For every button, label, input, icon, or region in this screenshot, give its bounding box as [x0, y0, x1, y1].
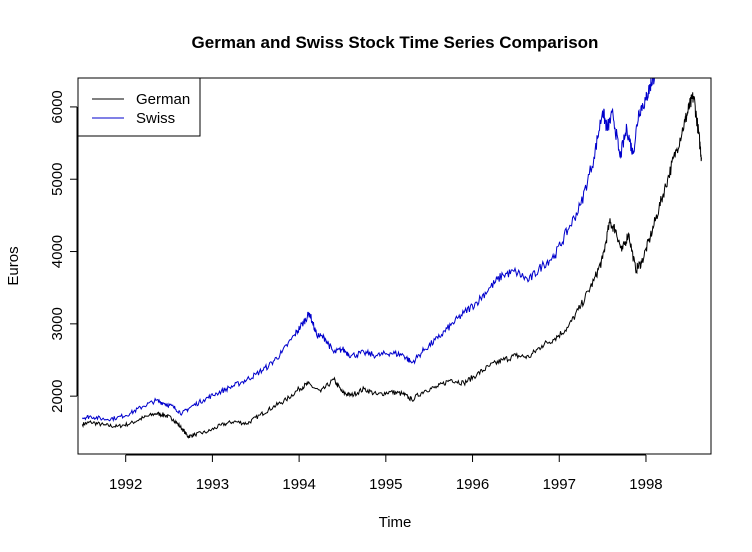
- x-axis-label: Time: [379, 514, 412, 531]
- x-tick-label: 1992: [109, 476, 142, 493]
- legend-label-german: German: [136, 91, 190, 108]
- series-line-german: [81, 92, 702, 439]
- series-layer: [81, 78, 702, 439]
- y-tick-label: 5000: [49, 163, 66, 196]
- legend-label-swiss: Swiss: [136, 110, 175, 127]
- x-tick-label: 1994: [282, 476, 315, 493]
- x-tick-label: 1996: [456, 476, 489, 493]
- x-tick-label: 1997: [543, 476, 576, 493]
- x-tick-label: 1995: [369, 476, 402, 493]
- x-tick-label: 1998: [629, 476, 662, 493]
- legend: German Swiss: [77, 77, 201, 137]
- y-tick-label: 4000: [49, 235, 66, 268]
- chart-title: German and Swiss Stock Time Series Compa…: [192, 33, 599, 52]
- y-tick-label: 2000: [49, 379, 66, 412]
- plot-frame: [77, 77, 712, 455]
- y-axis: 2000 3000 4000 5000 6000: [49, 90, 78, 413]
- x-tick-label: 1993: [196, 476, 229, 493]
- series-line-swiss: [81, 78, 655, 423]
- x-axis: 1992 1993 1994 1995 1996 1997 1998: [109, 454, 663, 493]
- y-tick-label: 3000: [49, 307, 66, 340]
- legend-box: [77, 77, 201, 137]
- y-axis-label: Euros: [5, 246, 22, 285]
- y-tick-label: 6000: [49, 90, 66, 123]
